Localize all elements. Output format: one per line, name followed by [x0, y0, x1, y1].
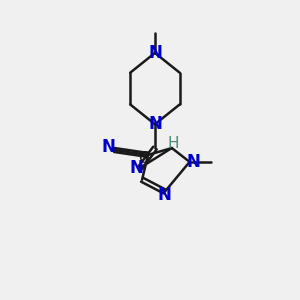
Text: N: N	[101, 138, 115, 156]
Text: N: N	[148, 44, 162, 62]
Text: N: N	[129, 159, 143, 177]
Text: N: N	[148, 115, 162, 133]
Text: C: C	[139, 151, 149, 166]
Text: N: N	[187, 153, 200, 171]
Text: H: H	[167, 136, 178, 151]
Text: N: N	[158, 186, 172, 204]
